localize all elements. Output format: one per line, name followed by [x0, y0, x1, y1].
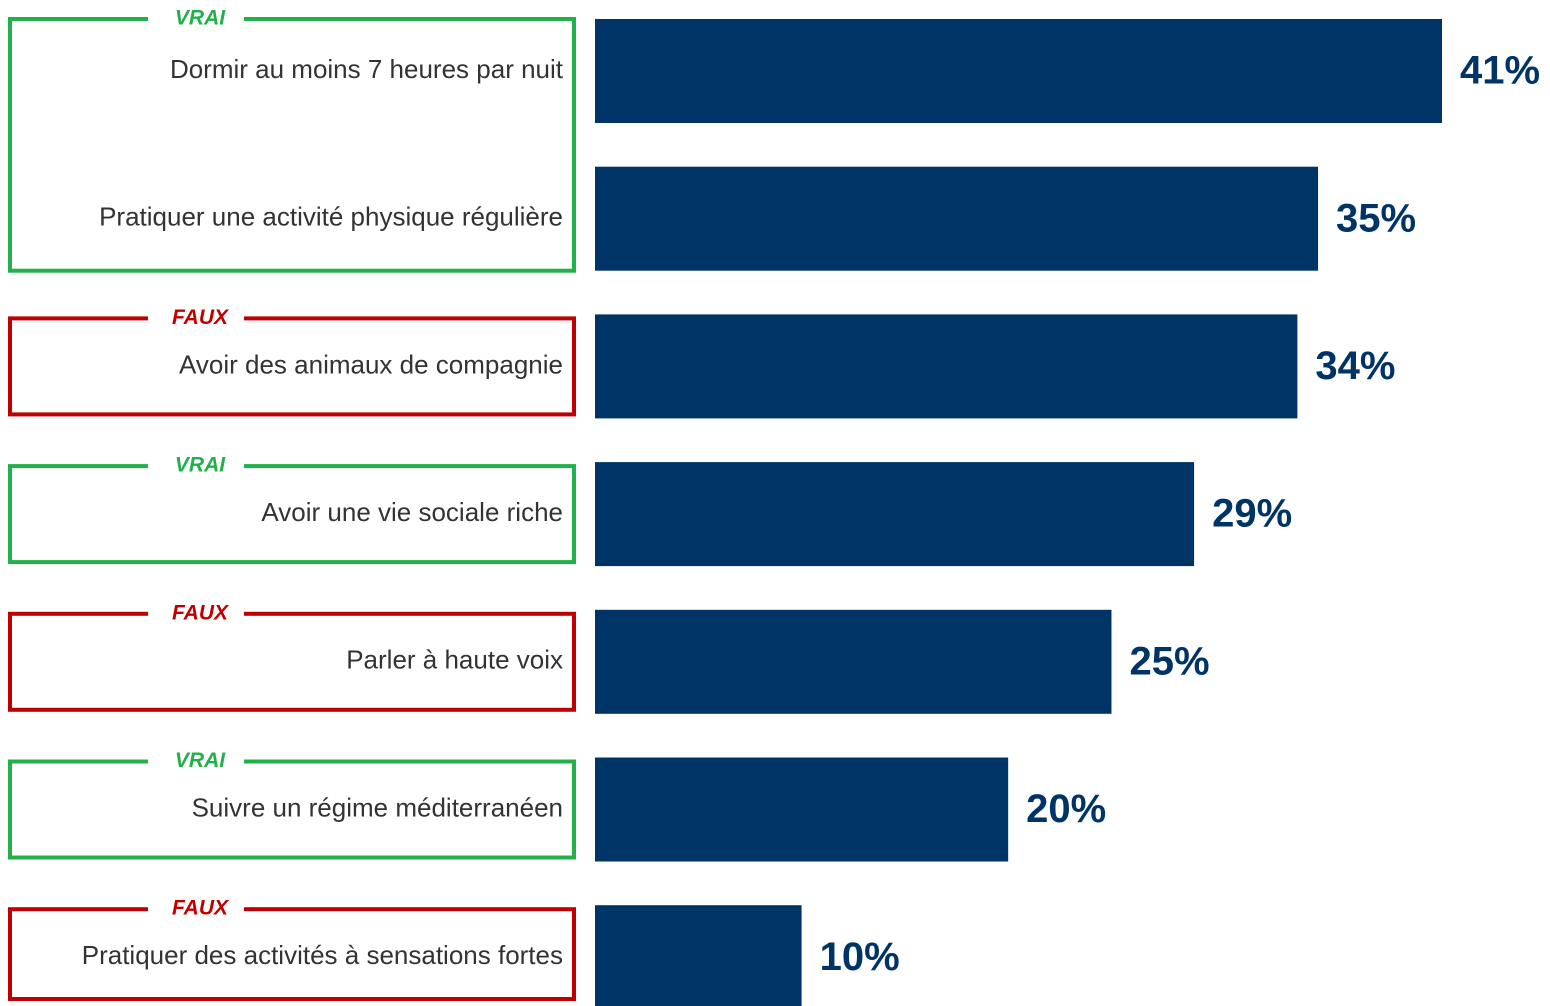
group-label: FAUX [172, 897, 230, 920]
category-label: Suivre un régime méditerranéen [192, 792, 563, 822]
value-label: 10% [820, 935, 900, 979]
category-label: Avoir une vie sociale riche [261, 497, 563, 527]
group-box [8, 907, 576, 1002]
group-label-bg [148, 452, 244, 481]
group-label-bg [148, 747, 244, 776]
group-box [8, 759, 576, 860]
group-box [8, 316, 576, 417]
bar [595, 166, 1319, 271]
bar [595, 609, 1112, 714]
group-label: VRAI [175, 749, 226, 772]
value-label: 35% [1336, 196, 1416, 240]
value-label: 34% [1315, 344, 1395, 388]
value-label: 41% [1460, 49, 1540, 93]
value-label: 20% [1026, 787, 1106, 831]
group-label: VRAI [175, 7, 226, 30]
group-label-bg [148, 304, 244, 333]
group-label: FAUX [172, 306, 230, 329]
category-label: Parler à haute voix [346, 645, 563, 675]
category-label: Avoir des animaux de compagnie [179, 349, 563, 379]
bar [595, 462, 1195, 567]
bar [595, 905, 802, 1006]
category-label: Pratiquer des activités à sensations for… [82, 940, 563, 970]
group-box [8, 611, 576, 712]
group-label: VRAI [175, 454, 226, 477]
value-label: 29% [1212, 492, 1292, 536]
group-box [8, 464, 576, 565]
value-label: 25% [1129, 639, 1209, 683]
group-label: FAUX [172, 601, 230, 624]
category-label: Pratiquer une activité physique régulièr… [99, 202, 563, 232]
bar [595, 19, 1442, 123]
group-label-bg [148, 895, 244, 924]
group-box [8, 17, 576, 273]
group-label-bg [148, 599, 244, 628]
bar [595, 314, 1298, 419]
bar [595, 757, 1009, 862]
group-label-bg [148, 5, 244, 33]
category-label: Dormir au moins 7 heures par nuit [170, 54, 564, 84]
